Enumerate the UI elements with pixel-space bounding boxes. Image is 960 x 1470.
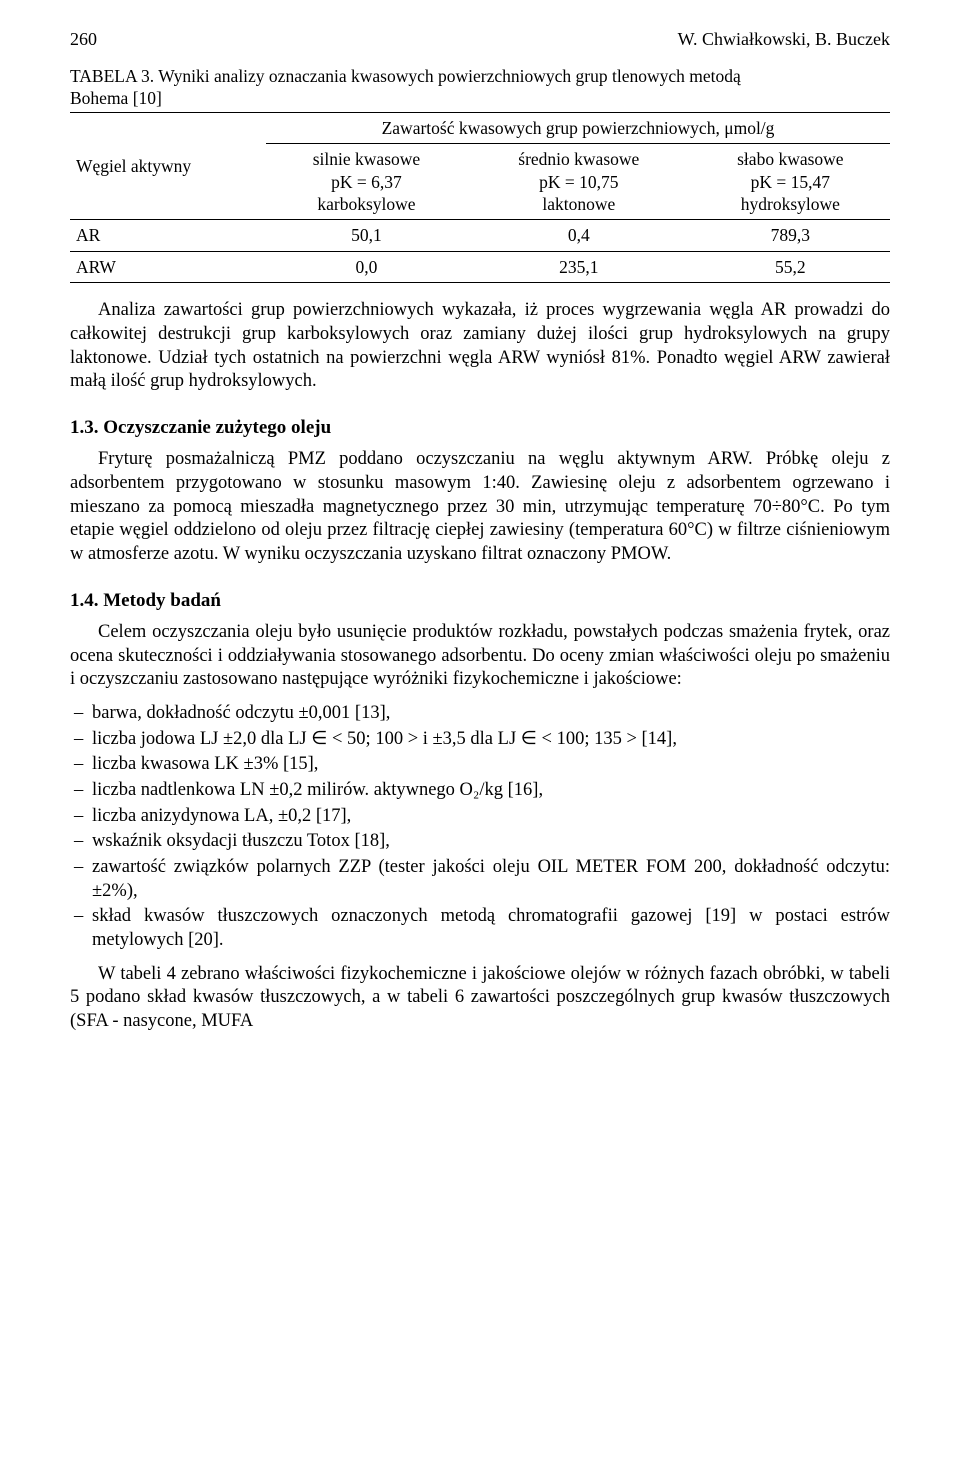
page: 260 W. Chwiałkowski, B. Buczek TABELA 3.…	[0, 0, 960, 1470]
section-1-4-list: barwa, dokładność odczytu ±0,001 [13], l…	[70, 702, 890, 953]
table-cell: ARW	[70, 251, 266, 282]
table-3-caption: TABELA 3. Wyniki analizy oznaczania kwas…	[70, 65, 890, 110]
list-item: liczba kwasowa LK ±3% [15],	[70, 753, 890, 777]
table-3-title: Wyniki analizy oznaczania kwasowych powi…	[70, 66, 741, 108]
table-row: ARW 0,0 235,1 55,2	[70, 251, 890, 282]
table-row: AR 50,1 0,4 789,3	[70, 220, 890, 251]
table-cell: 235,1	[467, 251, 691, 282]
list-item: zawartość związków polarnych ZZP (tester…	[70, 856, 890, 903]
section-1-4-after-list: W tabeli 4 zebrano właściwości fizykoche…	[70, 963, 890, 1034]
table-cell: 789,3	[691, 220, 890, 251]
table-3-col-2: słabo kwasowe pK = 15,47 hydroksylowe	[691, 144, 890, 220]
paragraph-1: Analiza zawartości grup powierzchniowych…	[70, 299, 890, 394]
table-3-superheader: Zawartość kwasowych grup powierzchniowyc…	[266, 112, 890, 143]
table-3-col-1: średnio kwasowe pK = 10,75 laktonowe	[467, 144, 691, 220]
running-head: 260 W. Chwiałkowski, B. Buczek	[70, 28, 890, 51]
table-3-label: TABELA 3.	[70, 66, 158, 86]
section-1-4-heading: 1.4. Metody badań	[70, 589, 890, 613]
table-cell: 0,4	[467, 220, 691, 251]
table-3-rowheader: Węgiel aktywny	[70, 112, 266, 220]
list-item: skład kwasów tłuszczowych oznaczonych me…	[70, 905, 890, 952]
list-item: barwa, dokładność odczytu ±0,001 [13],	[70, 702, 890, 726]
list-item: liczba nadtlenkowa LN ±0,2 milirów. akty…	[70, 779, 890, 803]
section-1-4-paragraph: Celem oczyszczania oleju było usunięcie …	[70, 621, 890, 692]
section-1-3-heading: 1.3. Oczyszczanie zużytego oleju	[70, 416, 890, 440]
table-cell: 50,1	[266, 220, 467, 251]
list-item: wskaźnik oksydacji tłuszczu Totox [18],	[70, 830, 890, 854]
table-cell: 55,2	[691, 251, 890, 282]
list-item: liczba jodowa LJ ±2,0 dla LJ ∈ < 50; 100…	[70, 728, 890, 752]
table-cell: 0,0	[266, 251, 467, 282]
table-cell: AR	[70, 220, 266, 251]
running-authors: W. Chwiałkowski, B. Buczek	[678, 28, 890, 51]
table-3: Węgiel aktywny Zawartość kwasowych grup …	[70, 112, 890, 283]
section-1-3-paragraph: Fryturę posmażalniczą PMZ poddano oczysz…	[70, 448, 890, 566]
list-item: liczba anizydynowa LA, ±0,2 [17],	[70, 805, 890, 829]
page-number: 260	[70, 28, 97, 51]
table-3-col-0: silnie kwasowe pK = 6,37 karboksylowe	[266, 144, 467, 220]
